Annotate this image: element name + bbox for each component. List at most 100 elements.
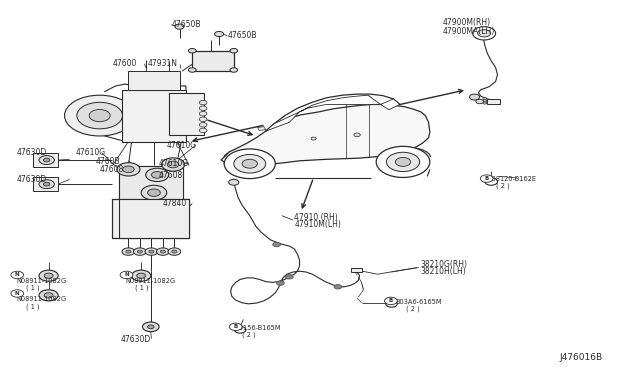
Text: N08911-1082G: N08911-1082G xyxy=(16,296,66,302)
Text: 47630D: 47630D xyxy=(17,175,47,184)
Polygon shape xyxy=(113,199,189,238)
Bar xyxy=(169,93,204,135)
Text: J476016B: J476016B xyxy=(559,353,603,362)
Polygon shape xyxy=(300,95,381,112)
Circle shape xyxy=(120,271,133,279)
Circle shape xyxy=(126,250,131,253)
Circle shape xyxy=(199,106,207,110)
Bar xyxy=(129,71,179,90)
Circle shape xyxy=(276,281,284,285)
Circle shape xyxy=(469,94,479,100)
Circle shape xyxy=(483,97,486,100)
Polygon shape xyxy=(221,105,430,164)
Text: ( 1 ): ( 1 ) xyxy=(26,303,40,310)
Circle shape xyxy=(157,248,170,255)
Circle shape xyxy=(483,100,486,102)
Bar xyxy=(487,99,500,105)
Circle shape xyxy=(311,137,316,140)
Text: 38210H(LH): 38210H(LH) xyxy=(421,267,467,276)
Circle shape xyxy=(175,24,184,29)
Text: 47610G: 47610G xyxy=(159,159,189,168)
Text: N08911-1082G: N08911-1082G xyxy=(125,278,175,283)
Circle shape xyxy=(285,275,293,279)
Circle shape xyxy=(11,271,24,279)
Bar xyxy=(119,166,182,199)
Text: 4760B: 4760B xyxy=(95,157,120,166)
Circle shape xyxy=(234,327,246,333)
Circle shape xyxy=(385,297,397,305)
Circle shape xyxy=(44,293,53,298)
Text: B08120-B162E: B08120-B162E xyxy=(487,176,536,182)
Circle shape xyxy=(230,48,237,53)
Text: 47910 (RH): 47910 (RH) xyxy=(294,213,338,222)
Text: ( 1 ): ( 1 ) xyxy=(26,285,40,291)
Circle shape xyxy=(229,323,242,331)
Circle shape xyxy=(44,273,53,278)
Circle shape xyxy=(387,152,420,171)
Circle shape xyxy=(137,273,146,278)
Text: ( 1 ): ( 1 ) xyxy=(135,285,148,291)
Circle shape xyxy=(172,250,177,253)
Text: 47630D: 47630D xyxy=(17,148,47,157)
Circle shape xyxy=(334,285,342,289)
Bar xyxy=(119,199,189,238)
Text: B: B xyxy=(234,324,238,329)
Circle shape xyxy=(483,102,486,104)
Text: 47910M(LH): 47910M(LH) xyxy=(294,221,341,230)
Text: B: B xyxy=(388,298,393,304)
Circle shape xyxy=(224,149,275,179)
Circle shape xyxy=(146,168,169,182)
Circle shape xyxy=(122,248,135,255)
Circle shape xyxy=(168,248,180,255)
Circle shape xyxy=(199,123,207,127)
Bar xyxy=(122,90,186,141)
Text: ( 2 ): ( 2 ) xyxy=(495,183,509,189)
Text: ( 2 ): ( 2 ) xyxy=(406,306,420,312)
Text: 47610G: 47610G xyxy=(167,141,197,151)
Circle shape xyxy=(376,146,430,177)
Circle shape xyxy=(123,166,134,173)
Text: N08911-1082G: N08911-1082G xyxy=(16,278,66,283)
Text: 47600: 47600 xyxy=(113,59,137,68)
Text: N: N xyxy=(124,272,129,278)
Bar xyxy=(192,51,234,71)
Text: N: N xyxy=(15,272,20,278)
Circle shape xyxy=(143,322,159,332)
Circle shape xyxy=(138,250,143,253)
Circle shape xyxy=(44,182,50,186)
Circle shape xyxy=(134,248,147,255)
Circle shape xyxy=(132,270,151,281)
Circle shape xyxy=(145,248,158,255)
Circle shape xyxy=(477,30,490,37)
Circle shape xyxy=(117,163,140,176)
Circle shape xyxy=(89,109,110,122)
Circle shape xyxy=(480,175,493,182)
Circle shape xyxy=(354,133,360,137)
Circle shape xyxy=(230,68,237,72)
Circle shape xyxy=(44,158,50,162)
Circle shape xyxy=(199,100,207,105)
Text: 47931N: 47931N xyxy=(148,59,177,68)
Circle shape xyxy=(199,128,207,133)
Bar xyxy=(33,153,58,167)
Circle shape xyxy=(11,290,24,297)
Circle shape xyxy=(77,102,122,129)
Circle shape xyxy=(39,290,58,301)
Text: 47900M(RH): 47900M(RH) xyxy=(443,19,491,28)
Circle shape xyxy=(476,99,483,104)
Circle shape xyxy=(141,185,167,200)
Circle shape xyxy=(386,301,397,307)
Circle shape xyxy=(65,95,135,136)
Circle shape xyxy=(273,242,280,247)
Circle shape xyxy=(188,48,196,53)
Text: B03A6-6165M: B03A6-6165M xyxy=(396,299,442,305)
Text: 47900MA(LH): 47900MA(LH) xyxy=(443,26,495,36)
Circle shape xyxy=(199,117,207,122)
Circle shape xyxy=(396,157,411,166)
Text: 47650B: 47650B xyxy=(227,31,257,41)
Circle shape xyxy=(161,250,166,253)
Circle shape xyxy=(188,68,196,72)
Text: 47608: 47608 xyxy=(100,165,124,174)
Text: B08156-B165M: B08156-B165M xyxy=(230,325,281,331)
Circle shape xyxy=(149,250,154,253)
